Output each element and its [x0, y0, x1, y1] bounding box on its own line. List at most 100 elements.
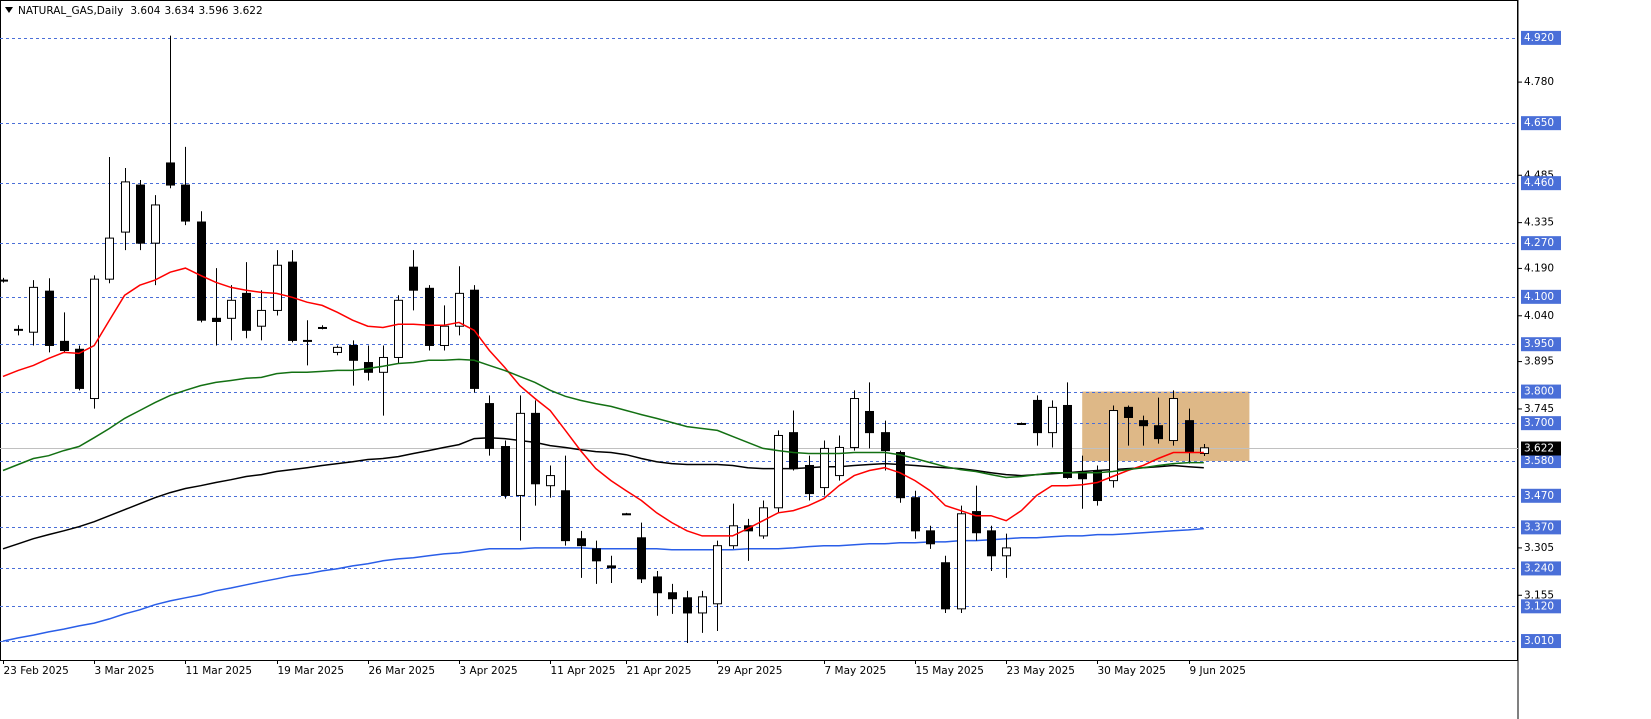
level-label-box [1521, 337, 1561, 352]
x-tick-label: 26 Mar 2025 [369, 665, 436, 677]
y-tick-label: 3.305 [1524, 542, 1554, 554]
candle-body [151, 204, 160, 244]
candle-body [972, 511, 981, 534]
y-tick-label: 3.745 [1524, 403, 1554, 415]
candle-body [713, 545, 722, 605]
candle-body [501, 446, 510, 496]
candle-body [440, 325, 449, 346]
level-label-box [1521, 599, 1561, 614]
level-label-box [1521, 488, 1561, 503]
candle-body [805, 464, 814, 495]
x-tick-label: 3 Apr 2025 [460, 665, 518, 677]
y-tick-label: 4.780 [1524, 76, 1554, 88]
candle-body [820, 447, 829, 489]
candle-body [637, 537, 646, 580]
moving-average-line [2, 267, 1204, 537]
candle-body [394, 299, 403, 358]
candle-body [881, 432, 890, 452]
y-tick-label: 3.895 [1524, 356, 1554, 368]
chart-header: NATURAL_GAS,Daily 3.604 3.634 3.596 3.622 [18, 5, 263, 17]
level-label: 3.800 [1524, 386, 1554, 398]
candle-body [653, 576, 662, 594]
candle-body [273, 264, 282, 311]
candle-body [835, 446, 844, 477]
candle-body [1078, 473, 1087, 480]
y-tick-label: 4.190 [1524, 262, 1554, 274]
candle-body [546, 475, 555, 487]
open-value: 3.604 [130, 5, 160, 17]
candle-body [333, 346, 342, 353]
candle-body [1017, 422, 1026, 425]
candle-body [45, 290, 54, 346]
low-value: 3.596 [199, 5, 229, 17]
candle-body [409, 266, 418, 291]
level-label: 4.270 [1524, 237, 1554, 249]
level-label: 3.470 [1524, 490, 1554, 502]
candle-body [105, 237, 114, 280]
current-price-label: 3.622 [1524, 443, 1554, 455]
candle-body [485, 403, 494, 449]
chart-title: NATURAL_GAS,Daily [18, 5, 123, 17]
level-label-box [1521, 384, 1561, 399]
candle-body [789, 432, 798, 470]
candle-body [1154, 425, 1163, 440]
candle-body [1185, 420, 1194, 454]
candle-body [242, 292, 251, 331]
candle-body [1093, 470, 1102, 502]
x-tick-label: 21 Apr 2025 [627, 665, 692, 677]
level-label: 4.920 [1524, 32, 1554, 44]
candle-body [987, 530, 996, 557]
level-label-box [1521, 454, 1561, 469]
candle-body [1063, 404, 1072, 478]
x-tick-label: 30 May 2025 [1098, 665, 1166, 677]
candle-body [957, 513, 966, 610]
moving-average-line [2, 527, 1204, 642]
level-label: 4.100 [1524, 291, 1554, 303]
level-label-box [1521, 561, 1561, 576]
level-label-box [1521, 30, 1561, 45]
x-tick-label: 15 May 2025 [916, 665, 984, 677]
candle-body [774, 434, 783, 509]
level-label: 3.240 [1524, 562, 1554, 574]
candle-body [850, 398, 859, 448]
candle-body [531, 412, 540, 485]
candle-body [60, 340, 69, 352]
candle-body [1169, 398, 1178, 442]
menu-triangle [5, 7, 13, 13]
candle-body [288, 261, 297, 341]
candle-body [561, 490, 570, 542]
x-tick-label: 23 Feb 2025 [4, 665, 69, 677]
level-label-box [1521, 236, 1561, 251]
candle-body [911, 497, 920, 532]
x-tick-label: 9 Jun 2025 [1190, 665, 1246, 677]
candle-body [1033, 399, 1042, 434]
candle-body [75, 348, 84, 389]
candle-body [1002, 547, 1011, 557]
moving-average-line [2, 358, 1204, 479]
candle-body [181, 184, 190, 222]
y-tick-label: 4.040 [1524, 310, 1554, 322]
candle-body [29, 286, 38, 333]
candle-body [516, 412, 525, 496]
candle-body [592, 548, 601, 562]
candle-body [926, 530, 935, 545]
candle-body [121, 181, 130, 233]
candle-body [349, 344, 358, 361]
candle-body [683, 597, 692, 614]
level-label: 3.580 [1524, 455, 1554, 467]
candle-body [607, 565, 616, 569]
level-label-box [1521, 116, 1561, 131]
x-tick-label: 23 May 2025 [1007, 665, 1075, 677]
y-tick-label: 3.155 [1524, 589, 1554, 601]
candle-body [470, 289, 479, 389]
candle-body [197, 221, 206, 321]
level-label: 3.950 [1524, 338, 1554, 350]
level-label-box [1521, 416, 1561, 431]
candle-body [0, 279, 8, 282]
candle-body [425, 287, 434, 346]
candle-body [668, 592, 677, 600]
candle-body [455, 292, 464, 327]
x-tick-label: 11 Apr 2025 [551, 665, 616, 677]
candle-body [1200, 447, 1209, 454]
